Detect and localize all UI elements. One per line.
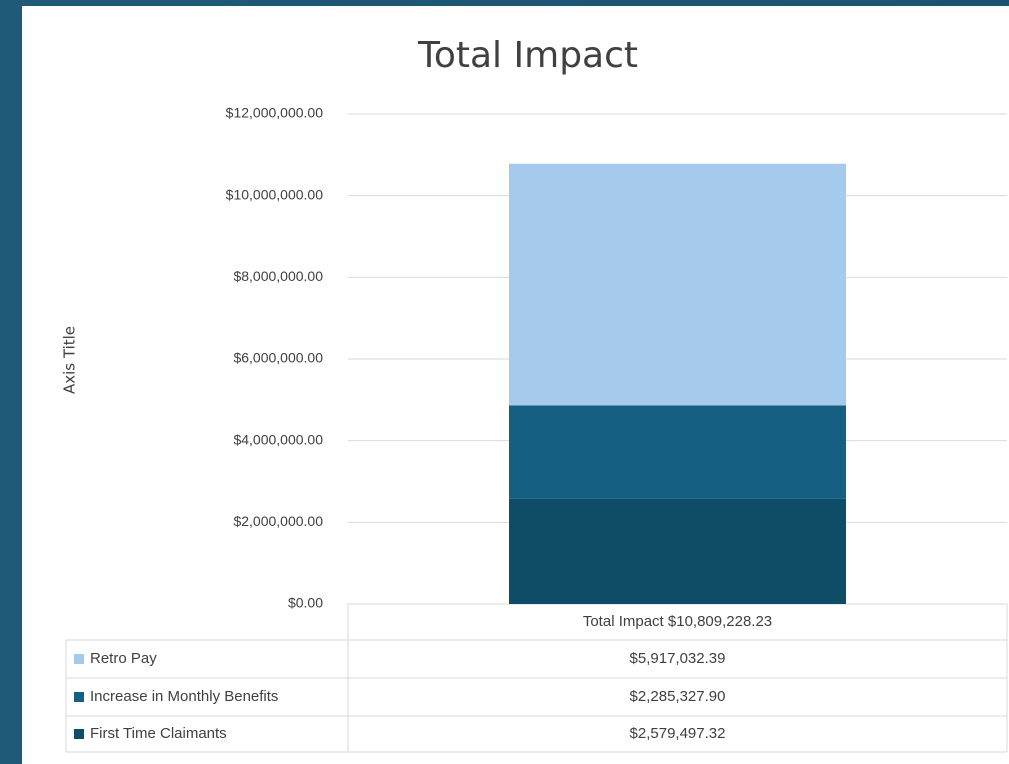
table-value: $5,917,032.39 [630, 650, 726, 667]
chart-title: Total Impact [417, 35, 638, 76]
table-value: $2,579,497.32 [630, 725, 726, 742]
legend-key [74, 729, 84, 739]
y-tick-label: $8,000,000.00 [233, 268, 323, 284]
y-tick-label: $6,000,000.00 [233, 350, 323, 366]
table-value: $2,285,327.90 [630, 688, 726, 705]
y-tick-label: $2,000,000.00 [233, 513, 323, 529]
legend-label: Retro Pay [90, 650, 157, 667]
bar-segment [509, 163, 846, 406]
table-header: Total Impact $10,809,228.23 [583, 613, 772, 630]
legend-key [74, 692, 84, 702]
bar-segment [509, 498, 846, 604]
axis-title: Axis Title [61, 326, 79, 394]
bar-segment [509, 405, 846, 499]
y-tick-label: $12,000,000.00 [226, 105, 324, 121]
y-tick-label: $10,000,000.00 [226, 186, 324, 202]
legend-label: Increase in Monthly Benefits [90, 688, 278, 705]
y-tick-label: $4,000,000.00 [233, 431, 323, 447]
legend-label: First Time Claimants [90, 725, 227, 742]
y-tick-label: $0.00 [288, 595, 323, 611]
legend-key [74, 654, 84, 664]
